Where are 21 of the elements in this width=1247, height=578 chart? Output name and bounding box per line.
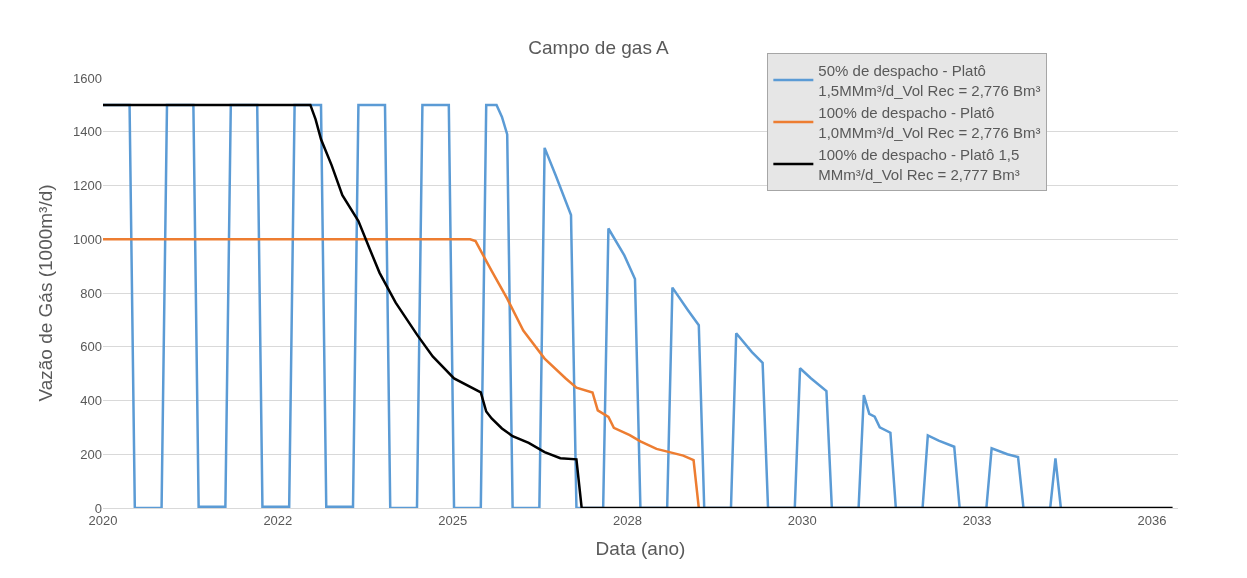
x-axis-title: Data (ano) — [595, 538, 686, 560]
x-tick-label: 2025 — [438, 512, 468, 528]
legend-label: 100% de despacho - Platô 1,0MMm³/d_Vol Rec = 2,776 Bm³ — [818, 104, 1041, 141]
y-tick-label: 1600 — [73, 70, 102, 86]
x-tick-label: 2022 — [263, 512, 293, 528]
y-tick-label: 800 — [80, 285, 102, 301]
y-tick-label: 200 — [80, 446, 102, 462]
y-tick-label: 1000 — [73, 231, 102, 247]
legend-label: 50% de despacho - Platô 1,5MMm³/d_Vol Rec = 2,776 Bm³ — [818, 62, 1041, 99]
y-tick-label: 600 — [80, 339, 102, 355]
x-tick-label: 2036 — [1137, 512, 1167, 528]
chart-title: Campo de gas A — [528, 36, 670, 58]
y-tick-label: 1200 — [73, 178, 102, 194]
x-tick-label: 2028 — [613, 512, 642, 528]
line-series — [103, 238, 701, 508]
legend-label: 100% de despacho - Platô 1,5 MMm³/d_Vol Rec = 2,777 Bm³ — [818, 146, 1020, 183]
y-tick-label: 1400 — [73, 124, 102, 140]
y-axis-title: Vazão de Gás (1000m³/d) — [34, 184, 56, 402]
x-tick-label: 2030 — [787, 512, 817, 528]
y-tick-label: 400 — [80, 393, 102, 409]
x-tick-label: 2033 — [962, 512, 992, 528]
